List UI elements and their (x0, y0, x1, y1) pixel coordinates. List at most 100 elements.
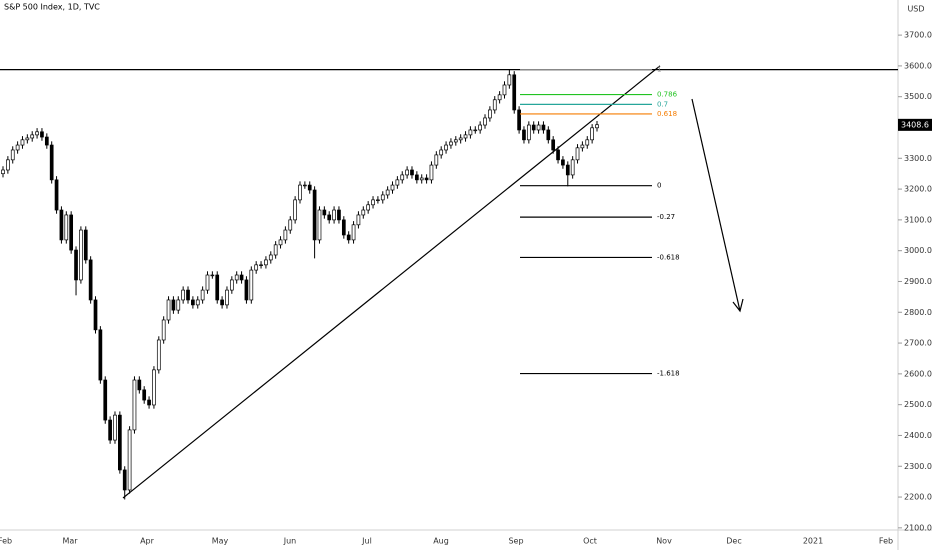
candle-body (317, 209, 322, 241)
candle-body (473, 129, 478, 132)
candle-body (570, 159, 575, 176)
candle-body (395, 179, 400, 186)
candle-body (108, 419, 112, 441)
candle-body (98, 329, 103, 381)
candle-body (293, 199, 297, 221)
candle-body (278, 239, 283, 246)
candle-body (551, 139, 556, 151)
candle-body (385, 189, 390, 196)
candle-body (74, 249, 78, 281)
x-tick-label: 2021 (803, 537, 823, 546)
candle-body (127, 429, 132, 491)
x-tick-label: Nov (656, 537, 672, 546)
candle-body (517, 109, 521, 131)
candle-body (444, 144, 448, 151)
candle-body (147, 399, 151, 406)
candle-body (273, 244, 278, 256)
candle-body (390, 184, 395, 191)
candle-body (332, 209, 336, 221)
candle-body (483, 117, 487, 126)
candle-body (249, 269, 254, 301)
candle-body (59, 209, 64, 241)
candle-body (254, 264, 259, 271)
candle-body (259, 264, 263, 266)
y-tick-label: 2300.0 (904, 462, 932, 471)
candle-body (40, 131, 44, 138)
candle-body (176, 299, 181, 311)
x-tick-label: Aug (433, 537, 449, 546)
fib-label: 0.618 (657, 110, 677, 118)
candle-body (356, 214, 361, 226)
fib-label: -0.618 (657, 253, 680, 261)
candle-body (20, 139, 25, 146)
candle-body (561, 159, 565, 166)
candle-body (458, 137, 463, 141)
candle-body (307, 184, 312, 191)
fib-label: -0.27 (657, 213, 675, 221)
candle-body (492, 99, 497, 111)
candle-body (502, 84, 507, 96)
candle-body (346, 234, 351, 241)
x-tick-label: Oct (583, 537, 597, 546)
candle-body (419, 177, 424, 181)
x-tick-label: Feb (0, 537, 12, 546)
candle-body (541, 124, 546, 131)
last-price-tag (898, 118, 932, 131)
candle-body (181, 289, 185, 301)
arrow (691, 98, 744, 313)
candle-body (556, 149, 560, 161)
candle-body (161, 319, 166, 341)
candle-body (531, 124, 536, 131)
y-tick-label: 3100.0 (904, 215, 932, 224)
candle-body (341, 219, 346, 236)
y-tick-label: 3500.0 (904, 92, 932, 101)
candle-body (132, 379, 137, 431)
candle-body (268, 254, 273, 261)
candle-body (536, 124, 541, 131)
candle-body (449, 141, 453, 146)
candle-body (410, 169, 414, 176)
x-tick-label: Apr (140, 537, 155, 546)
candle-body (152, 369, 156, 406)
candle-body (507, 74, 512, 86)
candle-body (361, 209, 366, 216)
candle-body (137, 379, 142, 391)
candle-body (575, 147, 580, 161)
candle-body (234, 274, 239, 281)
candle-body (405, 169, 409, 176)
candle-body (244, 279, 249, 301)
candle-body (429, 164, 434, 181)
candle-body (468, 129, 473, 136)
x-tick-label: Mar (62, 537, 78, 546)
candle-body (288, 219, 293, 231)
candle-body (376, 199, 380, 202)
candle-body (366, 204, 371, 211)
candle-body (166, 299, 171, 321)
candle-body (229, 279, 234, 291)
candle-body (93, 299, 98, 331)
candle-body (10, 149, 15, 161)
x-tick-label: Dec (726, 537, 741, 546)
currency-label: USD (907, 5, 924, 14)
candle-body (44, 136, 49, 146)
candle-body (565, 164, 570, 176)
candle-body (322, 209, 327, 216)
y-tick-label: 2700.0 (904, 339, 932, 348)
candle-body (590, 127, 594, 141)
candle-body (118, 414, 122, 471)
candle-body (122, 469, 127, 491)
y-tick-label: 2900.0 (904, 277, 932, 286)
candle-body (69, 214, 74, 251)
candle-body (439, 149, 444, 156)
candle-body (64, 214, 69, 241)
candle-body (453, 139, 458, 143)
candle-body (351, 224, 356, 241)
y-tick-label: 2600.0 (904, 369, 932, 378)
y-tick-label: 3700.0 (904, 31, 932, 40)
candle-body (15, 144, 20, 151)
candle-body (298, 184, 302, 201)
candle-body (210, 274, 215, 277)
